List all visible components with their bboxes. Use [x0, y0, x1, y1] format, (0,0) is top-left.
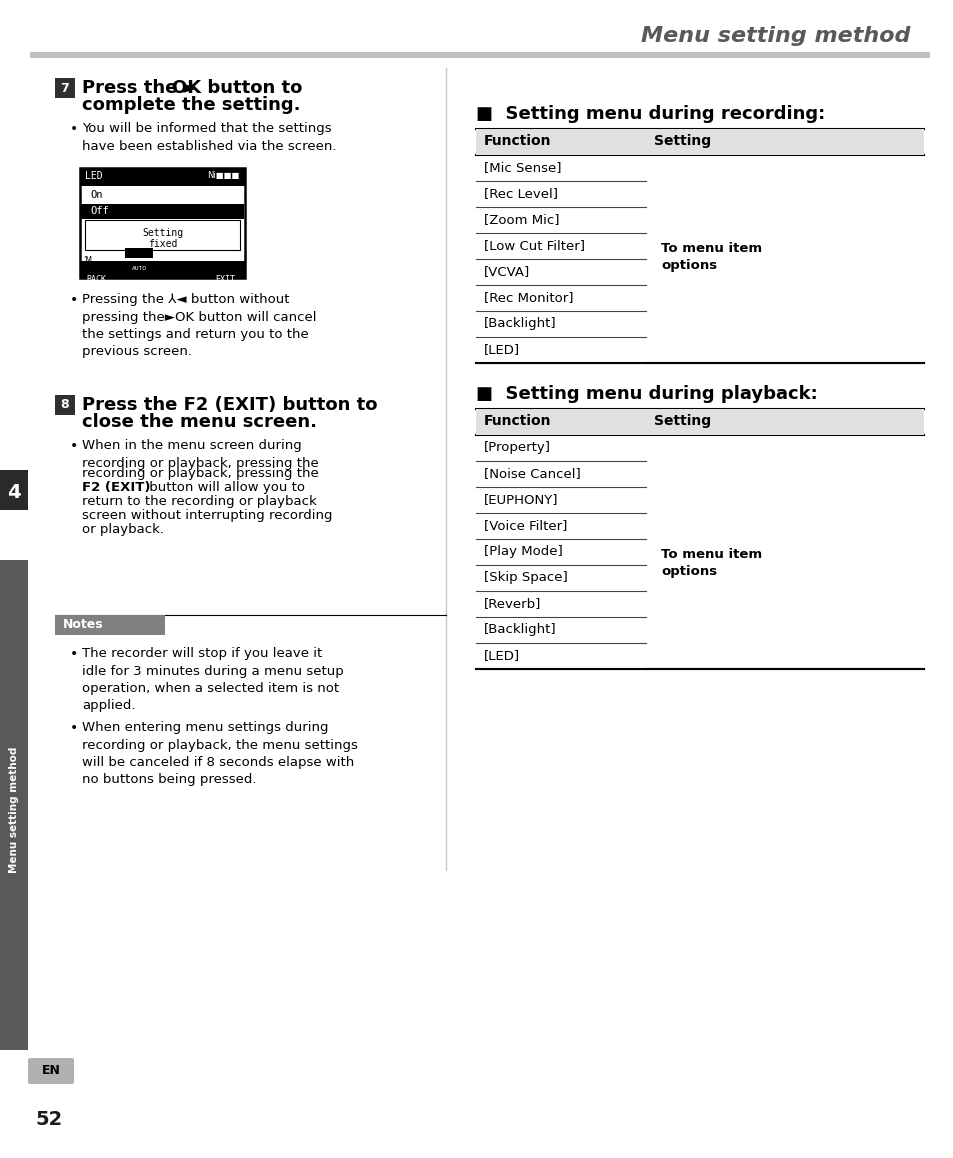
- Text: Function: Function: [483, 134, 551, 148]
- Text: [VCVA]: [VCVA]: [483, 265, 530, 278]
- Text: BACK: BACK: [86, 274, 106, 284]
- Bar: [30, 52, 929, 58]
- Text: Function: Function: [483, 415, 551, 428]
- Text: Press the F2 (EXIT) button to: Press the F2 (EXIT) button to: [82, 396, 377, 415]
- Text: return to the recording or playback: return to the recording or playback: [82, 494, 316, 508]
- Text: [EUPHONY]: [EUPHONY]: [483, 493, 558, 506]
- Text: To menu item
options: To menu item options: [660, 242, 761, 272]
- Text: [Skip Space]: [Skip Space]: [483, 571, 567, 584]
- Text: [Property]: [Property]: [483, 441, 551, 454]
- Text: [Voice Filter]: [Voice Filter]: [483, 519, 567, 532]
- Text: [LED]: [LED]: [483, 343, 519, 356]
- Text: close the menu screen.: close the menu screen.: [82, 413, 316, 431]
- Text: button will allow you to: button will allow you to: [145, 481, 305, 494]
- Bar: [55, 615, 165, 635]
- Bar: [80, 261, 245, 278]
- Bar: [125, 248, 152, 258]
- Text: •: •: [70, 647, 78, 661]
- Text: When entering menu settings during
recording or playback, the menu settings
will: When entering menu settings during recor…: [82, 721, 357, 786]
- Bar: [55, 395, 75, 415]
- Text: [Backlight]: [Backlight]: [483, 317, 556, 330]
- Text: [Zoom Mic]: [Zoom Mic]: [483, 213, 558, 226]
- Text: ■  Setting menu during recording:: ■ Setting menu during recording:: [476, 105, 824, 123]
- Text: AUTO: AUTO: [132, 266, 147, 271]
- Text: Setting: Setting: [142, 228, 183, 239]
- Text: Press the ►: Press the ►: [82, 79, 197, 97]
- Bar: [0, 560, 28, 1050]
- FancyBboxPatch shape: [28, 1058, 74, 1084]
- Bar: [476, 409, 923, 435]
- Text: 4: 4: [8, 484, 21, 503]
- Text: •: •: [70, 721, 78, 735]
- Bar: [80, 168, 245, 278]
- Text: recording or playback, pressing the: recording or playback, pressing the: [82, 467, 318, 481]
- Text: screen without interrupting recording: screen without interrupting recording: [82, 510, 333, 522]
- Bar: [0, 470, 28, 510]
- Text: Pressing the ⅄◄ button without
pressing the►OK button will cancel
the settings a: Pressing the ⅄◄ button without pressing …: [82, 293, 316, 359]
- Bar: [81, 204, 244, 219]
- Bar: [80, 168, 245, 186]
- Text: EXIT: EXIT: [214, 274, 234, 284]
- Text: [Low Cut Filter]: [Low Cut Filter]: [483, 239, 584, 252]
- Text: [Rec Level]: [Rec Level]: [483, 186, 558, 200]
- Text: fixed: fixed: [148, 239, 177, 249]
- Text: EN: EN: [42, 1064, 60, 1077]
- Text: •: •: [70, 439, 78, 453]
- Text: You will be informed that the settings
have been established via the screen.: You will be informed that the settings h…: [82, 122, 336, 153]
- Text: Off: Off: [90, 206, 109, 217]
- Text: 8: 8: [61, 398, 70, 411]
- Text: [Noise Cancel]: [Noise Cancel]: [483, 467, 580, 481]
- Text: OK button to: OK button to: [172, 79, 302, 97]
- Text: Notes: Notes: [63, 618, 104, 631]
- Text: Menu setting method: Menu setting method: [9, 747, 19, 873]
- Text: Setting: Setting: [654, 415, 710, 428]
- Text: Menu setting method: Menu setting method: [640, 25, 909, 46]
- Text: 7: 7: [61, 81, 70, 95]
- Text: [Mic Sense]: [Mic Sense]: [483, 161, 561, 174]
- Text: or playback.: or playback.: [82, 523, 164, 536]
- Text: [Play Mode]: [Play Mode]: [483, 545, 562, 558]
- Text: On: On: [90, 190, 102, 200]
- Text: [Backlight]: [Backlight]: [483, 623, 556, 636]
- Text: F2 (EXIT): F2 (EXIT): [82, 481, 151, 494]
- Text: LED: LED: [85, 171, 103, 181]
- Text: When in the menu screen during
recording or playback, pressing the: When in the menu screen during recording…: [82, 439, 318, 488]
- Bar: [55, 78, 75, 98]
- Bar: [476, 129, 923, 155]
- Text: 52: 52: [35, 1111, 62, 1129]
- Text: complete the setting.: complete the setting.: [82, 96, 300, 113]
- Text: [Reverb]: [Reverb]: [483, 598, 540, 610]
- Text: ’M: ’M: [83, 256, 91, 265]
- Text: ■  Setting menu during playback:: ■ Setting menu during playback:: [476, 384, 817, 403]
- Bar: [85, 220, 240, 250]
- Text: •: •: [70, 122, 78, 135]
- Text: The recorder will stop if you leave it
idle for 3 minutes during a menu setup
op: The recorder will stop if you leave it i…: [82, 647, 343, 712]
- Text: •: •: [70, 293, 78, 307]
- Text: Setting: Setting: [654, 134, 710, 148]
- Text: [LED]: [LED]: [483, 648, 519, 662]
- Text: To menu item
options: To menu item options: [660, 548, 761, 578]
- Text: Ni■■■: Ni■■■: [208, 171, 240, 179]
- Text: [Rec Monitor]: [Rec Monitor]: [483, 291, 573, 305]
